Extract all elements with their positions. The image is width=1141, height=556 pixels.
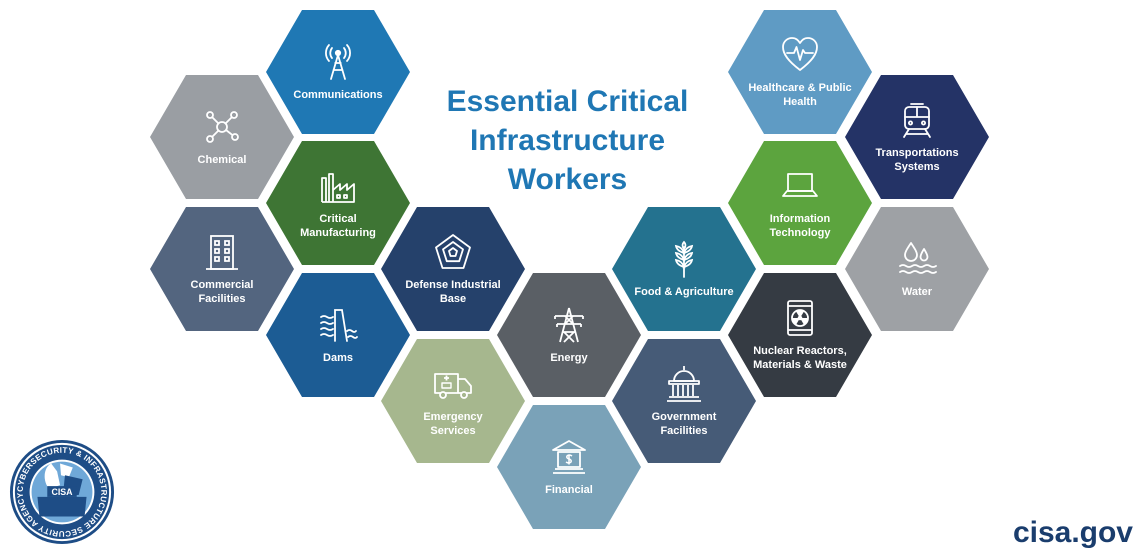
sector-dams: Dams [266, 273, 410, 397]
sector-label: Food & Agriculture [634, 285, 734, 298]
cisa-seal-logo: CYBERSECURITY & INFRASTRUCTURE SECURITY … [9, 439, 115, 545]
seal-emblem-text: CISA [51, 487, 73, 497]
sector-label: Chemical [197, 153, 247, 166]
sector-government-facilities: Government Facilities [612, 339, 756, 463]
antenna-tower-icon [325, 43, 351, 80]
title-line-1: Essential Critical [446, 85, 689, 118]
sector-critical-manufacturing: Critical Manufacturing [266, 141, 410, 265]
capitol-icon [667, 365, 701, 402]
sector-information-technology: Information Technology [728, 141, 872, 265]
title-line-3: Workers [507, 163, 628, 196]
sector-food-agriculture: Food & Agriculture [612, 207, 756, 331]
sector-chemical: Chemical [150, 75, 294, 199]
sector-transportation-systems: Transportations Systems [845, 75, 989, 199]
sector-energy: Energy [497, 273, 641, 397]
sector-label: Critical Manufacturing [300, 212, 376, 239]
sector-label: Transportations Systems [875, 146, 959, 173]
sector-financial: Financial [497, 405, 641, 529]
sector-label: Financial [545, 483, 593, 496]
heart-pulse-icon [782, 36, 818, 71]
diagram-title: Essential Critical Infrastructure Worker… [405, 82, 730, 199]
sector-label: Commercial Facilities [190, 278, 254, 305]
dam-icon [320, 308, 358, 342]
bank-icon [552, 439, 586, 474]
nuclear-barrel-icon [787, 299, 813, 336]
water-drops-icon [899, 241, 937, 274]
sector-label: Healthcare & Public Health [748, 81, 852, 108]
sector-commercial-facilities: Commercial Facilities [150, 207, 294, 331]
train-icon [903, 102, 931, 138]
sector-communications: Communications [266, 10, 410, 134]
sector-label: Energy [550, 351, 588, 364]
laptop-icon [782, 172, 818, 197]
sector-label: Government Facilities [651, 410, 717, 437]
title-line-2: Infrastructure [469, 124, 666, 157]
sector-label: Nuclear Reactors, Materials & Waste [753, 344, 847, 371]
sector-label: Communications [293, 88, 383, 101]
sector-defense-industrial-base: Defense Industrial Base [381, 207, 525, 331]
ambulance-icon [434, 372, 472, 399]
sector-label: Defense Industrial Base [405, 278, 501, 305]
sector-label: Information Technology [769, 212, 831, 239]
molecule-icon [206, 110, 239, 143]
sector-label: Water [901, 285, 933, 298]
power-tower-icon [554, 307, 584, 343]
sector-water: Water [845, 207, 989, 331]
cisa-gov-link[interactable]: cisa.gov [1012, 516, 1133, 549]
pentagon-icon [435, 233, 471, 269]
factory-icon [321, 172, 355, 203]
sector-healthcare-public-health: Healthcare & Public Health [728, 10, 872, 134]
sector-emergency-services: Emergency Services [381, 339, 525, 463]
sector-nuclear: Nuclear Reactors, Materials & Waste [728, 273, 872, 397]
sector-label: Dams [323, 351, 353, 364]
office-building-icon [206, 234, 238, 270]
wheat-icon [674, 240, 694, 278]
sector-label: Emergency Services [423, 410, 483, 437]
